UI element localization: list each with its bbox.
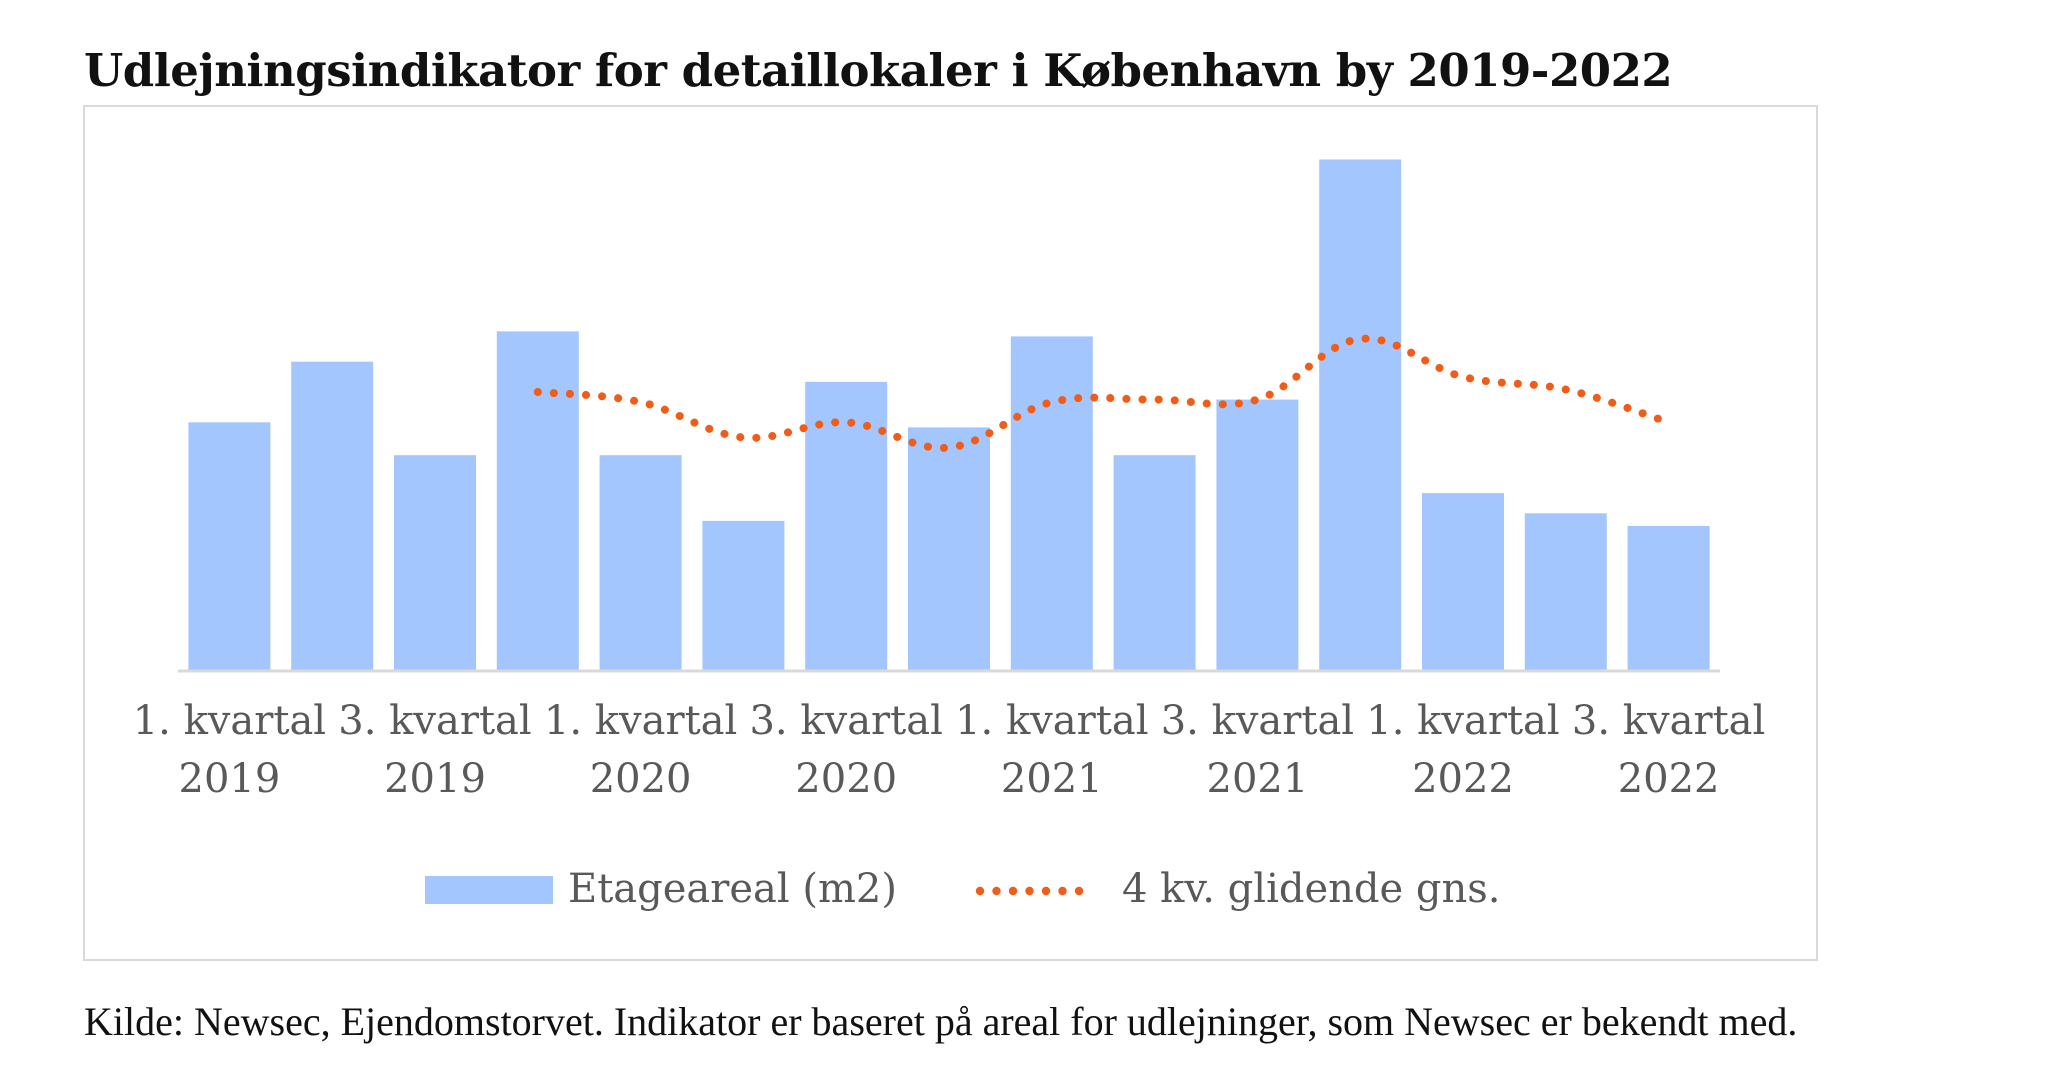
- x-tick-label-line2: 2019: [384, 756, 486, 802]
- x-tick-label-line1: 1. kvartal: [133, 698, 326, 744]
- x-tick-label-line1: 3. kvartal: [338, 698, 531, 744]
- chart-title: Udlejningsindikator for detaillokaler i …: [84, 44, 1673, 97]
- x-tick-label: 3. kvartal 2021: [1161, 698, 1354, 802]
- x-tick-label-line1: 1. kvartal: [955, 698, 1148, 744]
- source-note: Kilde: Newsec, Ejendomstorvet. Indikator…: [84, 999, 1798, 1044]
- bar: [1422, 493, 1504, 670]
- x-tick-label-line1: 1. kvartal: [1366, 698, 1559, 744]
- legend-dot: [1058, 886, 1067, 896]
- chart-frame: [83, 105, 1818, 961]
- x-tick-label-line2: 2022: [1412, 756, 1514, 802]
- legend-dot: [975, 886, 985, 896]
- x-tick-label-line2: 2022: [1618, 756, 1720, 802]
- bar: [1524, 513, 1607, 670]
- bar: [1319, 159, 1402, 670]
- bar: [1113, 455, 1196, 670]
- x-tick-label-line2: 2020: [590, 756, 692, 802]
- x-tick-label: 3. kvartal 2019: [338, 698, 531, 802]
- x-tick-labels: 1. kvartal 2019 3. kvartal 2019 1. kvartal 20…: [133, 698, 1766, 802]
- moving-average-series: [533, 334, 1673, 452]
- bar: [1010, 336, 1093, 670]
- legend-dot: [1041, 886, 1051, 896]
- x-tick-label-line2: 2021: [1207, 756, 1309, 802]
- bar: [291, 361, 374, 670]
- legend-label-bar: Etageareal (m2): [568, 866, 897, 912]
- legend-dot: [1008, 886, 1018, 896]
- legend: Etageareal (m2) 4 kv. glidende gns.: [425, 866, 1501, 912]
- bar: [908, 427, 990, 670]
- x-tick-label: 1. kvartal 2021: [955, 698, 1148, 802]
- bar: [599, 455, 682, 670]
- bar: [188, 422, 271, 670]
- x-tick-label: 1. kvartal 2020: [544, 698, 737, 802]
- legend-swatch-line: [975, 886, 1084, 896]
- bar: [1216, 399, 1299, 670]
- x-tick-label-line1: 3. kvartal: [749, 698, 942, 744]
- x-tick-label-line2: 2021: [1001, 756, 1103, 802]
- moving-average-line: [533, 334, 1673, 452]
- bar: [496, 331, 579, 670]
- x-tick-label-line1: 1. kvartal: [544, 698, 737, 744]
- legend-label-line: 4 kv. glidende gns.: [1122, 866, 1501, 912]
- x-tick-label: 1. kvartal 2019: [133, 698, 326, 802]
- x-tick-label-line1: 3. kvartal: [1161, 698, 1354, 744]
- x-tick-label-line2: 2020: [795, 756, 897, 802]
- bar: [702, 520, 785, 670]
- bar: [394, 455, 476, 670]
- x-tick-label: 3. kvartal 2022: [1572, 698, 1765, 802]
- x-tick-label-line1: 3. kvartal: [1572, 698, 1765, 744]
- legend-dot: [1074, 886, 1084, 896]
- x-tick-label: 3. kvartal 2020: [749, 698, 942, 802]
- legend-dot: [992, 886, 1001, 896]
- bar: [805, 381, 888, 670]
- bar: [1627, 525, 1710, 670]
- legend-swatch-bar: [425, 876, 553, 904]
- legend-dot: [1025, 886, 1034, 896]
- x-tick-label: 1. kvartal 2022: [1366, 698, 1559, 802]
- bar-series: [188, 159, 1710, 670]
- x-tick-label-line2: 2019: [179, 756, 281, 802]
